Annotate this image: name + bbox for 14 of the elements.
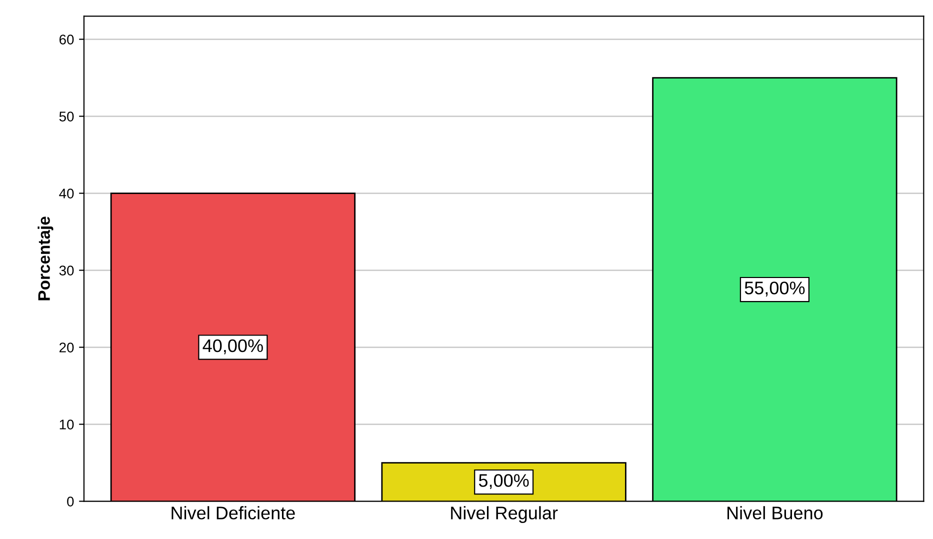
data-label: 40,00%: [202, 339, 263, 354]
y-tick-label: 0: [67, 496, 74, 506]
x-tick-label: Nivel Bueno: [727, 506, 823, 520]
y-tick-label: 40: [59, 188, 74, 198]
y-tick-label: 10: [60, 420, 74, 430]
y-tick-label: 50: [59, 112, 74, 122]
y-tick-label: 60: [60, 34, 74, 44]
x-tick-label: Nivel Deficiente: [172, 506, 295, 520]
data-label: 5,00%: [478, 474, 529, 489]
y-tick-label: 30: [59, 266, 74, 276]
y-axis-title: Porcentaje: [38, 216, 54, 300]
y-tick-label: 20: [60, 342, 74, 352]
data-label: 55,00%: [744, 282, 805, 296]
x-tick-label: Nivel Regular: [451, 506, 558, 523]
